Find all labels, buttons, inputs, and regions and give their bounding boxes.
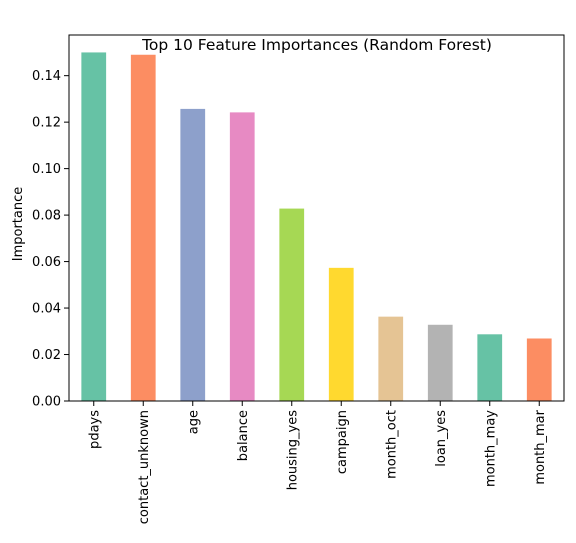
- x-tick-label: month_may: [483, 410, 498, 487]
- bars: [81, 52, 552, 402]
- x-tick-label: loan_yes: [434, 410, 449, 467]
- x-tick-label: age: [186, 410, 201, 434]
- y-tick-label: 0.10: [32, 162, 61, 177]
- bar-month-mar: [526, 338, 552, 401]
- bar-age: [180, 108, 206, 401]
- y-tick-label: 0.02: [32, 348, 61, 363]
- y-axis-label: Importance: [11, 187, 26, 262]
- x-tick-label: pdays: [87, 410, 102, 449]
- chart-title: Top 10 Feature Importances (Random Fores…: [141, 36, 492, 54]
- x-tick-label: month_oct: [384, 410, 399, 479]
- bar-month-oct: [378, 316, 404, 401]
- bar-campaign: [328, 267, 354, 401]
- x-tick-label: contact_unknown: [137, 410, 152, 524]
- x-tick-label: housing_yes: [285, 410, 300, 490]
- y-tick-label: 0.08: [32, 209, 61, 224]
- axes-frame: [68, 34, 565, 402]
- bar-pdays: [81, 52, 107, 402]
- y-axis-ticks: 0.00 0.02 0.04 0.06 0.08 0.10 0.12 0.14: [32, 69, 69, 410]
- x-tick-label: month_mar: [533, 409, 548, 484]
- bar-balance: [229, 112, 255, 401]
- bar-contact-unknown: [130, 54, 156, 401]
- y-tick-label: 0.06: [32, 255, 61, 270]
- bar-loan-yes: [427, 324, 453, 401]
- bar-month-may: [477, 334, 503, 401]
- y-tick-label: 0.00: [32, 395, 61, 410]
- x-tick-label: campaign: [335, 410, 350, 474]
- bar-housing-yes: [279, 208, 305, 401]
- x-axis-ticks: pdays contact_unknown age balance housing_ye…: [87, 401, 548, 524]
- y-tick-label: 0.14: [32, 69, 61, 84]
- y-tick-label: 0.04: [32, 302, 61, 317]
- x-tick-label: balance: [236, 410, 251, 461]
- y-tick-label: 0.12: [32, 116, 61, 131]
